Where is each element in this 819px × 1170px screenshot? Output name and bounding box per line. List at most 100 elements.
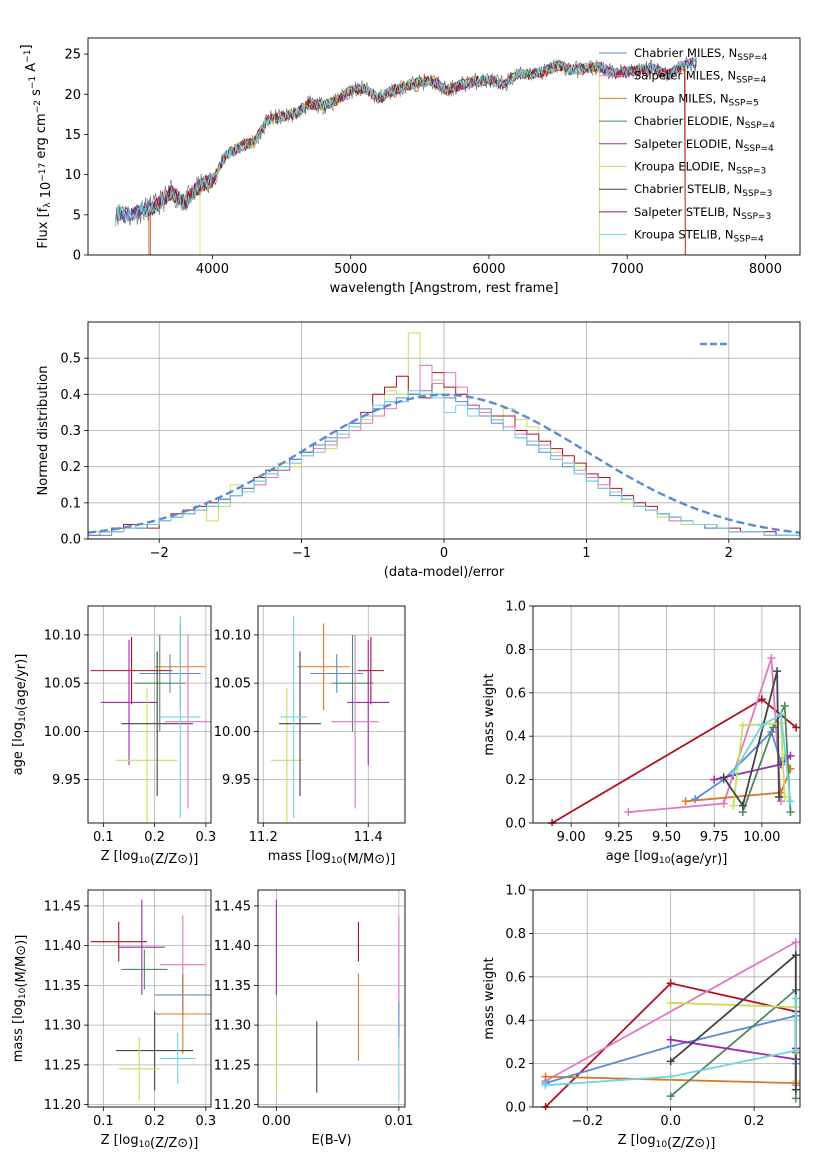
y-tick-label: 0.4 — [60, 388, 81, 403]
x-tick-label: 9.00 — [557, 830, 586, 845]
y-tick-label: 0.0 — [505, 1101, 526, 1116]
y-tick-label: 0.0 — [60, 533, 81, 548]
weight-marker-salpeter_elodie — [710, 775, 719, 784]
x-axis-label: age [log10(age/yr)] — [606, 849, 728, 867]
y-tick-label: 5 — [73, 208, 81, 223]
weight-marker-kroupa_stelib — [541, 1081, 550, 1090]
axes-mass_vs_Z: 0.1 0.2 0.3 11.20 11.25 11.30 11.35 11.40 11.45 Z… — [11, 889, 216, 1151]
x-tick-label: 0.00 — [262, 1114, 291, 1129]
x-tick-label: 0.0 — [660, 1114, 681, 1129]
weight-marker-chabrier_stelib — [775, 792, 784, 801]
axes-residuals: −2 −1 0 1 2 0.0 0.1 0.2 0.3 0.4 0.5 (data-model)/er… — [36, 321, 801, 580]
weight-marker-salpeter_miles — [791, 938, 800, 947]
axes-frame — [257, 605, 406, 824]
y-tick-label: 11.20 — [214, 1098, 251, 1113]
x-tick-label: 11.2 — [249, 830, 278, 845]
x-axis-label: (data-model)/error — [384, 565, 505, 580]
axes-frame — [87, 889, 212, 1108]
y-tick-label: 0.4 — [505, 730, 526, 745]
axes-frame — [532, 605, 801, 824]
x-tick-label: 0.1 — [93, 1114, 114, 1129]
observed-spectrum-line — [115, 56, 697, 227]
weight-line-chabrier_stelib — [670, 953, 797, 1090]
y-tick-label: 0.0 — [505, 817, 526, 832]
y-tick-label: 10.05 — [44, 677, 81, 692]
weight-line-kroupa_stelib — [545, 998, 797, 1087]
x-tick-label: 9.25 — [604, 830, 633, 845]
y-tick-label: 11.40 — [44, 939, 81, 954]
model-line-kroupa_stelib — [115, 56, 697, 222]
y-tick-label: 11.45 — [214, 899, 251, 914]
x-tick-label: 7000 — [611, 262, 644, 277]
x-tick-label: 0 — [440, 546, 448, 561]
y-tick-label: 11.40 — [214, 939, 251, 954]
y-tick-label: 1.0 — [505, 884, 526, 899]
legend-entry-kroupa_elodie: Kroupa ELODIE, NSSP=3 — [634, 160, 766, 177]
weight-line-chabrier_stelib — [722, 670, 780, 808]
histogram-kroupa_elodie — [88, 332, 800, 536]
axes-age_vs_Z: 0.1 0.2 0.3 9.95 10.00 10.05 10.10 Z [log10(Z/Z… — [11, 605, 216, 867]
y-tick-label: 10.05 — [214, 677, 251, 692]
legend-entry-kroupa_stelib: Kroupa STELIB, NSSP=4 — [634, 228, 764, 245]
weight-marker-chabrier_elodie — [786, 808, 795, 817]
weight-marker-salpeter_elodie — [666, 1035, 675, 1044]
errorbars — [275, 899, 400, 1101]
x-tick-label: 10.00 — [743, 830, 780, 845]
errorbars — [90, 899, 211, 1101]
y-tick-label: 25 — [64, 48, 81, 63]
weight-marker-kroupa_stelib — [757, 721, 766, 730]
y-tick-label: 0.2 — [60, 460, 81, 475]
weight-marker-chabrier_miles — [691, 795, 700, 804]
weight-marker-salpeter_miles — [719, 799, 728, 808]
weight-marker-salpeter_miles — [767, 654, 776, 663]
axes-frame — [87, 37, 801, 256]
x-axis-label: wavelength [Angstrom, rest frame] — [330, 281, 559, 296]
y-tick-label: 15 — [64, 128, 81, 143]
axes-mass_vs_ebv: 0.00 0.01 11.20 11.25 11.30 11.35 11.40 11.45 E(… — [214, 889, 413, 1148]
axes-spectrum: 4000 5000 6000 7000 8000 0 5 10 15 20 25 wavelength… — [19, 37, 801, 296]
weight-marker-kroupa_stelib — [791, 994, 800, 1003]
y-tick-label: 9.95 — [222, 773, 251, 788]
x-tick-label: 6000 — [472, 262, 505, 277]
y-tick-label: 0.4 — [505, 1014, 526, 1029]
x-tick-label: 4000 — [196, 262, 229, 277]
weight-marker-kroupa_stelib — [791, 1046, 800, 1055]
weight-marker-kroupa_stelib — [786, 797, 795, 806]
x-tick-label: −2 — [150, 546, 169, 561]
axes-frame — [532, 889, 801, 1108]
x-tick-label: −0.2 — [571, 1114, 603, 1129]
legend-entry-kroupa_miles: Kroupa MILES, NSSP=5 — [634, 91, 759, 108]
legend: Chabrier MILES, NSSP=4 Salpeter MILES, NS… — [599, 46, 775, 245]
x-tick-label: −1 — [292, 546, 311, 561]
x-tick-label: 0.01 — [384, 1114, 413, 1129]
x-axis-label: E(B-V) — [311, 1133, 351, 1148]
x-axis-label: Z [log10(Z/Z⊙)] — [101, 1133, 199, 1151]
axes-frame — [257, 889, 406, 1108]
y-axis-label: mass weight — [482, 673, 497, 755]
y-tick-label: 11.35 — [44, 979, 81, 994]
weight-marker-chabrier_stelib — [738, 801, 747, 810]
weight-lines — [548, 654, 801, 826]
weight-marker-chabrier_stelib — [791, 951, 800, 960]
model-line-chabrier_elodie — [115, 57, 697, 224]
model-line-salpeter_elodie — [115, 58, 697, 223]
x-tick-label: 9.75 — [700, 830, 729, 845]
x-tick-label: 0.2 — [744, 1114, 765, 1129]
weight-line-kroupa_stelib — [732, 713, 792, 802]
y-axis-label: mass [log10(M/M⊙)] — [11, 935, 29, 1063]
weight-marker-kroupa_stelib — [729, 769, 738, 778]
weight-marker-kroupa_elodie — [666, 998, 675, 1007]
x-tick-label: 0.1 — [93, 830, 114, 845]
y-tick-label: 9.95 — [52, 773, 81, 788]
weight-marker-chabrier_elodie — [769, 723, 778, 732]
weight-marker-chabrier_elodie — [780, 701, 789, 710]
legend-entry-salpeter_stelib: Salpeter STELIB, NSSP=3 — [634, 205, 771, 222]
weight-marker-salpeter_elodie — [786, 751, 795, 760]
y-tick-label: 0 — [73, 249, 81, 264]
weight-marker-chabrier_stelib — [666, 1057, 675, 1066]
x-axis-label: Z [log10(Z/Z⊙)] — [101, 849, 199, 867]
axes-frame — [87, 605, 212, 824]
weight-marker-kroupa_stelib — [666, 1072, 675, 1081]
weight-marker-chabrier_elodie — [791, 1094, 800, 1103]
